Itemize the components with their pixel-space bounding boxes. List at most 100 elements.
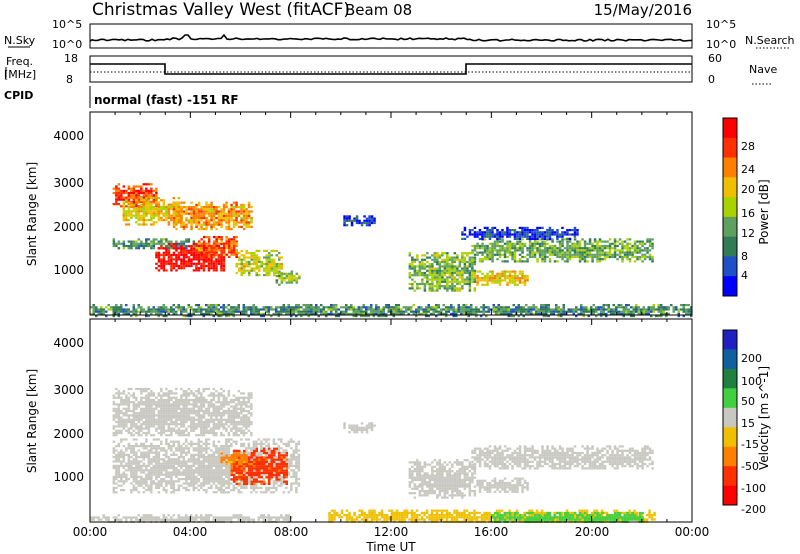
velocity-cell — [185, 460, 188, 463]
power-cell — [526, 274, 529, 278]
power-cell — [190, 306, 193, 309]
velocity-cell — [245, 451, 248, 454]
power-cell — [646, 251, 649, 254]
power-cell — [431, 271, 434, 275]
power-cell — [468, 274, 472, 277]
velocity-cell — [140, 480, 143, 483]
power-cell — [571, 244, 574, 248]
velocity-cell — [200, 473, 203, 476]
velocity-cell — [150, 475, 153, 478]
power-cell — [473, 253, 477, 256]
power-cell — [516, 242, 519, 245]
power-cell — [255, 271, 258, 274]
power-cell — [283, 272, 286, 275]
power-cell — [607, 308, 610, 311]
velocity-cell — [120, 489, 123, 492]
velocity-cell — [192, 471, 196, 474]
power-cell — [192, 308, 195, 311]
power-cell — [140, 189, 143, 192]
power-cell — [235, 240, 238, 243]
power-cell — [508, 247, 512, 250]
velocity-cell — [165, 475, 168, 478]
velocity-cell — [157, 469, 161, 472]
velocity-cell — [122, 482, 126, 485]
velocity-cell — [282, 491, 286, 494]
power-cell — [147, 315, 150, 318]
velocity-cell — [195, 460, 198, 463]
power-cell — [436, 280, 439, 283]
power-cell — [237, 225, 241, 228]
power-cell — [568, 247, 572, 250]
power-cell — [410, 306, 413, 309]
power-cell — [408, 271, 412, 275]
power-cell — [576, 255, 579, 259]
power-cell — [362, 310, 365, 313]
power-cell — [245, 214, 248, 217]
power-cell — [578, 251, 582, 254]
velocity-cell — [197, 478, 201, 481]
velocity-cell — [182, 469, 186, 472]
power-cell — [512, 308, 515, 311]
power-cell — [496, 274, 499, 278]
power-cell — [200, 264, 203, 268]
power-cell — [513, 260, 517, 263]
power-cell — [142, 183, 146, 186]
power-cell — [468, 289, 472, 292]
power-cell — [591, 258, 594, 261]
power-cell — [558, 249, 562, 252]
velocity-cell — [160, 471, 163, 474]
power-cell — [458, 263, 462, 266]
velocity-cell — [215, 447, 218, 450]
power-cell — [207, 240, 211, 243]
velocity-cell — [120, 403, 123, 406]
velocity-cell — [197, 458, 201, 461]
power-cell — [350, 219, 354, 222]
power-cell — [566, 249, 569, 252]
velocity-cell — [212, 445, 216, 448]
power-cell — [413, 260, 417, 264]
power-cell — [100, 310, 103, 313]
velocity-cell — [147, 407, 151, 410]
power-cell — [608, 242, 612, 245]
power-cell — [147, 210, 151, 213]
velocity-cell — [297, 469, 301, 472]
power-cell — [561, 244, 564, 248]
velocity-cell — [165, 451, 168, 454]
velocity-cell — [140, 390, 143, 393]
power-cell — [195, 217, 198, 220]
power-cell — [573, 229, 577, 232]
velocity-cell — [142, 427, 146, 430]
power-cell — [195, 221, 198, 224]
power-cell — [150, 194, 153, 197]
velocity-cell — [147, 429, 151, 432]
velocity-cell — [155, 438, 158, 441]
velocity-cell — [260, 469, 263, 472]
velocity-cell — [155, 475, 158, 478]
power-cell — [638, 247, 642, 250]
velocity-cell — [290, 438, 293, 441]
velocity-cell — [117, 403, 121, 406]
power-cell — [462, 306, 465, 309]
power-cell — [646, 247, 649, 250]
power-cell — [170, 258, 173, 261]
power-cell — [446, 254, 449, 257]
power-cell — [546, 238, 549, 241]
power-cell — [240, 260, 243, 263]
velocity-cell — [122, 473, 126, 476]
velocity-cell — [170, 460, 173, 463]
power-cell — [152, 198, 156, 201]
power-cell — [247, 214, 251, 217]
power-cell — [600, 315, 603, 318]
power-cell — [503, 247, 507, 250]
power-cell — [305, 312, 308, 315]
power-cell — [117, 308, 120, 311]
power-cell — [220, 242, 223, 246]
power-cell — [631, 255, 634, 259]
power-cell — [175, 221, 178, 224]
velocity-cell — [135, 458, 138, 461]
velocity-cell — [132, 478, 136, 481]
power-cell — [511, 274, 514, 278]
power-cell — [322, 306, 325, 309]
velocity-cell — [130, 473, 133, 476]
power-cell — [440, 308, 443, 311]
